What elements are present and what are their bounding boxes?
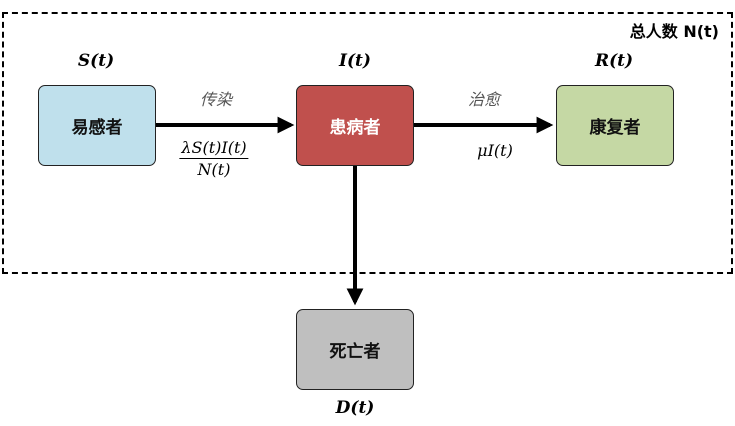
- dead-node: 死亡者: [296, 309, 414, 390]
- population-boundary: [2, 12, 733, 274]
- total-population-label: 总人数 N(t): [629, 22, 719, 41]
- infection-rate-numerator: λS(t)I(t): [179, 138, 249, 159]
- recovered-label: 康复者: [589, 118, 641, 138]
- infected-symbol: I(t): [339, 51, 371, 71]
- recovery-rate: μI(t): [477, 141, 513, 160]
- dead-symbol: D(t): [335, 398, 375, 418]
- susceptible-node: 易感者: [38, 85, 156, 166]
- dead-label: 死亡者: [329, 342, 381, 362]
- susceptible-label: 易感者: [71, 118, 123, 138]
- recovered-symbol: R(t): [594, 51, 634, 71]
- recovered-node: 康复者: [556, 85, 674, 166]
- infection-rate-denominator: N(t): [197, 160, 231, 179]
- infected-label: 患病者: [329, 118, 381, 138]
- infection-label: 传染: [199, 90, 233, 109]
- susceptible-symbol: S(t): [77, 51, 115, 71]
- infected-node: 患病者: [296, 85, 414, 166]
- infection-rate: λS(t)I(t) N(t): [179, 138, 249, 179]
- recovery-label: 治愈: [467, 90, 501, 109]
